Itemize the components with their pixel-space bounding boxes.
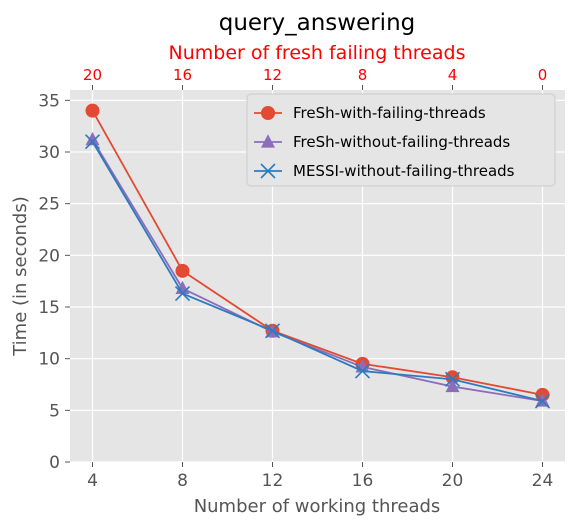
legend-box bbox=[246, 93, 556, 187]
top-tick-label: 16 bbox=[173, 66, 192, 84]
x-marker-stroke bbox=[264, 323, 281, 339]
x-tick-label: 8 bbox=[177, 471, 188, 491]
x-marker-stroke bbox=[174, 286, 191, 302]
data-point-circle bbox=[175, 263, 190, 278]
top-tick-label: 20 bbox=[83, 66, 102, 84]
top-tick-label: 0 bbox=[538, 66, 548, 84]
series-line bbox=[91, 110, 543, 396]
top-tick-label: 8 bbox=[358, 66, 368, 84]
data-point-x bbox=[534, 393, 551, 409]
top-tick-label: 4 bbox=[448, 66, 458, 84]
legend-label: MESSI-without-failing-threads bbox=[293, 162, 515, 180]
x-marker-stroke bbox=[444, 371, 461, 387]
y-tick-label: 30 bbox=[38, 143, 60, 163]
legend-items: FreSh-with-failing-threads FreSh-without-… bbox=[254, 104, 515, 180]
series-layer bbox=[84, 103, 551, 409]
y-tick-label: 35 bbox=[38, 91, 60, 111]
legend-label: FreSh-without-failing-threads bbox=[293, 133, 510, 151]
chart-title: query_answering bbox=[219, 10, 416, 36]
y-tick-label: 5 bbox=[49, 401, 60, 421]
data-point-triangle bbox=[445, 378, 460, 393]
x-marker-stroke bbox=[260, 163, 276, 179]
data-point-x bbox=[174, 286, 191, 302]
data-point-x bbox=[354, 363, 371, 379]
series-MESSI-without-failing-threads bbox=[84, 134, 551, 409]
data-point-circle bbox=[261, 106, 275, 120]
data-point-x bbox=[84, 134, 101, 150]
y-axis-label: Time (in seconds) bbox=[10, 196, 31, 357]
y-tick-label: 10 bbox=[38, 350, 60, 370]
top-axis-label: Number of fresh failing threads bbox=[169, 42, 466, 64]
y-tick-label: 20 bbox=[38, 246, 60, 266]
x-tick-label: 20 bbox=[442, 471, 464, 491]
x-marker-stroke bbox=[534, 393, 551, 409]
legend: FreSh-with-failing-threads FreSh-without-… bbox=[246, 93, 556, 187]
x-tick-label: 16 bbox=[352, 471, 374, 491]
series-line bbox=[91, 139, 543, 402]
x-marker-stroke bbox=[84, 134, 101, 150]
y-tick-label: 0 bbox=[49, 453, 60, 473]
axes: 4 20 8 16 12 12 16 8 20 4 24 0 0 5 10 15 20 25 30 35 bbox=[38, 66, 553, 491]
data-point-x bbox=[260, 163, 276, 179]
data-point-triangle bbox=[261, 134, 275, 148]
top-tick-label: 12 bbox=[263, 66, 282, 84]
y-tick-label: 15 bbox=[38, 298, 60, 318]
legend-label: FreSh-with-failing-threads bbox=[293, 104, 486, 122]
legend-entry: MESSI-without-failing-threads bbox=[254, 162, 515, 180]
series-line bbox=[91, 141, 543, 402]
legend-entry: FreSh-without-failing-threads bbox=[254, 133, 510, 151]
legend-entry: FreSh-with-failing-threads bbox=[254, 104, 486, 122]
x-tick-label: 4 bbox=[87, 471, 98, 491]
data-point-triangle bbox=[85, 131, 100, 146]
y-tick-label: 25 bbox=[38, 195, 60, 215]
x-marker-stroke bbox=[354, 363, 371, 379]
data-point-x bbox=[444, 371, 461, 387]
data-point-x bbox=[264, 323, 281, 339]
x-axis-label: Number of working threads bbox=[194, 496, 441, 517]
x-tick-label: 12 bbox=[262, 471, 284, 491]
data-point-circle bbox=[85, 103, 100, 118]
x-tick-label: 24 bbox=[532, 471, 554, 491]
